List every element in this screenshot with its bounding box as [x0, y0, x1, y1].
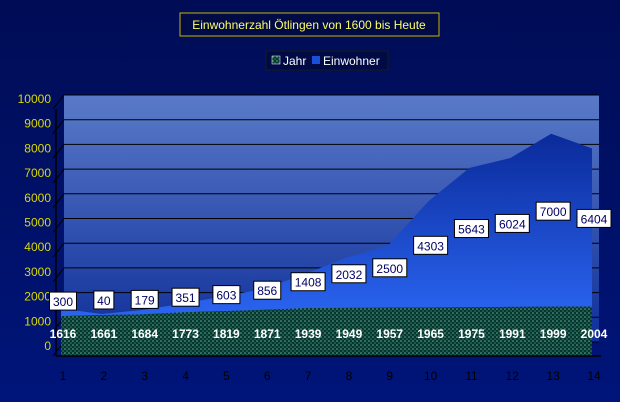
jahr-data-labels: 1616 1661 1684 1773 1819 1871 1939 1949 1957 1965… — [50, 327, 608, 341]
y-tick-labels: 0 1000 2000 3000 4000 5000 6000 7000 8000 9000 100… — [18, 92, 52, 353]
y-tick-label: 6000 — [24, 191, 51, 205]
einwohner-label: 300 — [53, 295, 73, 309]
x-tick-label: 2 — [101, 369, 108, 383]
einwohner-label-box — [413, 235, 449, 255]
legend-label-jahr: Jahr — [283, 54, 306, 68]
einwohner-label-box — [253, 280, 282, 300]
jahr-label: 1991 — [499, 327, 526, 341]
chart-title: Einwohnerzahl Ötlingen von 1600 bis Heut… — [192, 18, 426, 32]
jahr-label: 1819 — [213, 327, 240, 341]
jahr-label: 1949 — [336, 327, 363, 341]
x-tick-label: 12 — [506, 369, 520, 383]
jahr-label: 1939 — [295, 327, 322, 341]
gridline-diagonal — [52, 242, 65, 258]
jahr-label: 1965 — [417, 327, 444, 341]
x-tick-label: 11 — [465, 369, 478, 383]
x-tick-label: 1 — [60, 369, 67, 383]
x-tick-label: 8 — [346, 369, 353, 383]
einwohner-label: 6024 — [499, 217, 526, 231]
einwohner-label-box — [535, 201, 571, 221]
einwohner-label: 40 — [97, 294, 111, 308]
jahr-label: 1975 — [458, 327, 485, 341]
legend: Jahr Einwohner — [271, 54, 380, 68]
jahr-label: 1616 — [50, 327, 77, 341]
y-tick-label: 1000 — [24, 314, 51, 328]
y-tick-label: 2000 — [24, 290, 51, 304]
jahr-label: 2004 — [581, 327, 608, 341]
x-tick-label: 6 — [264, 369, 271, 383]
jahr-label: 1999 — [540, 327, 567, 341]
einwohner-label-box — [130, 289, 159, 309]
title-box — [179, 12, 440, 37]
einwohner-label-box — [576, 208, 612, 228]
einwohner-label: 856 — [257, 284, 277, 298]
legend-label-einwohner: Einwohner — [323, 54, 380, 68]
gridline-diagonal — [52, 267, 65, 283]
y-tick-label: 8000 — [24, 141, 51, 155]
einwohner-label-box — [372, 258, 408, 278]
einwohner-label-box — [494, 213, 530, 233]
jahr-area — [61, 306, 592, 356]
jahr-label: 1661 — [90, 327, 117, 341]
einwohner-label-box — [290, 272, 326, 292]
einwohner-label: 4303 — [417, 239, 444, 253]
legend-box — [265, 50, 389, 71]
axes — [55, 109, 601, 357]
y-tick-label: 9000 — [24, 117, 51, 131]
einwohner-data-labels: 300 40 179 351 603 856 1408 2032 2500 4303 5643 602… — [49, 201, 612, 311]
jahr-label: 1684 — [131, 327, 158, 341]
jahr-label: 1871 — [254, 327, 281, 341]
y-tick-label: 10000 — [18, 92, 52, 106]
y-tick-label: 4000 — [24, 240, 51, 254]
x-tick-label: 14 — [587, 369, 601, 383]
einwohner-label: 6404 — [581, 212, 608, 226]
gridline-diagonal — [52, 144, 65, 159]
einwohner-label: 1408 — [295, 276, 322, 290]
x-tick-label: 5 — [223, 369, 230, 383]
gridline-diagonal — [52, 94, 65, 110]
einwohner-label-box — [171, 287, 200, 307]
x-tick-label: 4 — [182, 369, 189, 383]
einwohner-label: 603 — [216, 289, 236, 303]
einwohner-label-box — [331, 264, 367, 284]
legend-swatch-jahr — [271, 55, 281, 65]
y-tick-label: 3000 — [24, 265, 51, 279]
x-tick-label: 7 — [305, 369, 312, 383]
x-tick-label: 10 — [424, 369, 438, 383]
einwohner-label-box — [212, 285, 241, 305]
einwohner-label: 2032 — [336, 268, 363, 282]
gridline-diagonal — [52, 119, 65, 135]
y-tick-label: 0 — [44, 339, 51, 353]
einwohner-label: 179 — [135, 293, 155, 307]
gridline-diagonal — [52, 218, 65, 233]
einwohner-label: 2500 — [376, 262, 403, 276]
jahr-label: 1773 — [172, 327, 199, 341]
einwohner-label-box — [453, 219, 489, 239]
jahr-label: 1957 — [376, 327, 403, 341]
einwohner-label: 7000 — [540, 205, 567, 219]
einwohner-area — [61, 133, 592, 317]
x-tick-label: 3 — [141, 369, 148, 383]
legend-swatch-einwohner — [312, 56, 320, 64]
y-tick-label: 7000 — [24, 166, 51, 180]
einwohner-label: 5643 — [458, 223, 485, 237]
einwohner-label-box — [93, 290, 115, 310]
x-tick-labels: 1 2 3 4 5 6 7 8 9 10 11 12 13 14 — [60, 369, 601, 383]
x-tick-label: 13 — [546, 369, 560, 383]
x-tick-label: 9 — [386, 369, 393, 383]
einwohner-label: 351 — [176, 291, 196, 305]
gridline-diagonal — [52, 168, 65, 184]
einwohner-label-box — [49, 291, 77, 311]
gridline-diagonal — [52, 193, 65, 209]
y-tick-label: 5000 — [24, 216, 51, 230]
